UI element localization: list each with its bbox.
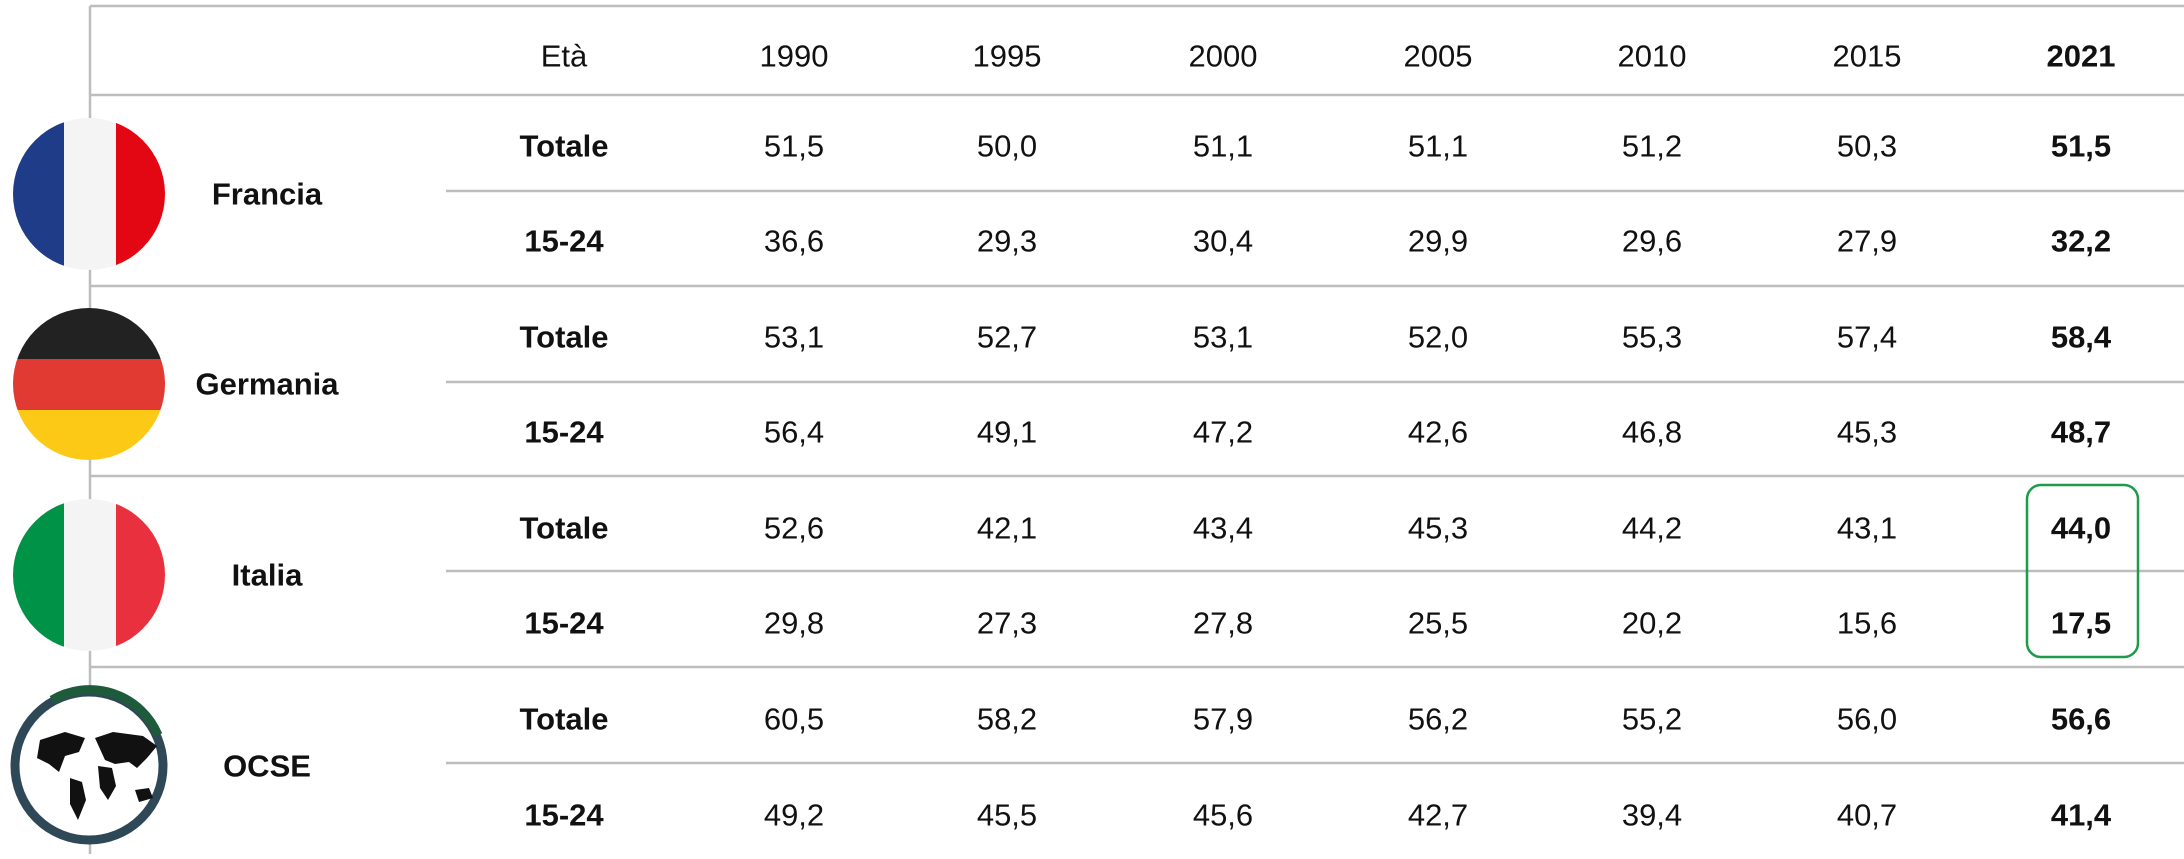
country-label: Italia bbox=[232, 558, 303, 593]
cell: 57,9 bbox=[1193, 702, 1253, 737]
cell: 44,0 bbox=[2051, 511, 2111, 546]
cell: 27,3 bbox=[977, 606, 1037, 641]
cell: 50,3 bbox=[1837, 129, 1897, 164]
highlight-box bbox=[2025, 483, 2140, 659]
cell: 42,7 bbox=[1408, 798, 1468, 833]
oecd-icon bbox=[10, 685, 168, 845]
cell: 49,2 bbox=[764, 798, 824, 833]
cell: 57,4 bbox=[1837, 320, 1897, 355]
cell: 50,0 bbox=[977, 129, 1037, 164]
age-label: Totale bbox=[520, 129, 609, 164]
cell: 30,4 bbox=[1193, 224, 1253, 259]
age-label: 15-24 bbox=[524, 224, 604, 259]
cell: 45,6 bbox=[1193, 798, 1253, 833]
cell: 20,2 bbox=[1622, 606, 1682, 641]
cell: 60,5 bbox=[764, 702, 824, 737]
cell: 56,2 bbox=[1408, 702, 1468, 737]
cell: 52,0 bbox=[1408, 320, 1468, 355]
header-cell: 2021 bbox=[2047, 39, 2116, 74]
cell: 52,7 bbox=[977, 320, 1037, 355]
age-label: Totale bbox=[520, 511, 609, 546]
header-cell: 1990 bbox=[760, 39, 829, 74]
header-cell: Età bbox=[541, 39, 588, 74]
cell: 51,2 bbox=[1622, 129, 1682, 164]
cell: 29,8 bbox=[764, 606, 824, 641]
cell: 55,3 bbox=[1622, 320, 1682, 355]
cell: 51,5 bbox=[764, 129, 824, 164]
age-label: 15-24 bbox=[524, 798, 604, 833]
cell: 58,2 bbox=[977, 702, 1037, 737]
cell: 56,6 bbox=[2051, 702, 2111, 737]
cell: 36,6 bbox=[764, 224, 824, 259]
age-label: 15-24 bbox=[524, 606, 604, 641]
cell: 15,6 bbox=[1837, 606, 1897, 641]
cell: 58,4 bbox=[2051, 320, 2112, 355]
cell: 56,0 bbox=[1837, 702, 1897, 737]
header-cell: 1995 bbox=[973, 39, 1042, 74]
cell: 27,8 bbox=[1193, 606, 1253, 641]
cell: 51,5 bbox=[2051, 129, 2111, 164]
cell: 45,3 bbox=[1837, 415, 1897, 450]
cell: 17,5 bbox=[2051, 606, 2111, 641]
country-label: Francia bbox=[212, 177, 323, 212]
cell: 43,1 bbox=[1837, 511, 1897, 546]
cell: 46,8 bbox=[1622, 415, 1682, 450]
cell: 51,1 bbox=[1408, 129, 1468, 164]
cell: 29,6 bbox=[1622, 224, 1682, 259]
cell: 29,9 bbox=[1408, 224, 1468, 259]
cell: 40,7 bbox=[1837, 798, 1897, 833]
cell: 29,3 bbox=[977, 224, 1037, 259]
cell: 51,1 bbox=[1193, 129, 1253, 164]
cell: 25,5 bbox=[1408, 606, 1468, 641]
header-cell: 2010 bbox=[1618, 39, 1687, 74]
country-label: Germania bbox=[195, 367, 339, 402]
flag-france bbox=[13, 118, 165, 270]
cell: 45,5 bbox=[977, 798, 1037, 833]
cell: 47,2 bbox=[1193, 415, 1253, 450]
cell: 39,4 bbox=[1622, 798, 1682, 833]
cell: 52,6 bbox=[764, 511, 824, 546]
cell: 43,4 bbox=[1193, 511, 1253, 546]
cell: 56,4 bbox=[764, 415, 824, 450]
cell: 42,6 bbox=[1408, 415, 1468, 450]
age-label: 15-24 bbox=[524, 415, 604, 450]
cell: 49,1 bbox=[977, 415, 1037, 450]
cell: 45,3 bbox=[1408, 511, 1468, 546]
cell: 53,1 bbox=[1193, 320, 1253, 355]
age-label: Totale bbox=[520, 702, 609, 737]
header-cell: 2005 bbox=[1404, 39, 1473, 74]
header-cell: 2000 bbox=[1189, 39, 1258, 74]
cell: 32,2 bbox=[2051, 224, 2111, 259]
age-label: Totale bbox=[520, 320, 609, 355]
flag-germany bbox=[13, 308, 165, 460]
cell: 42,1 bbox=[977, 511, 1037, 546]
cell: 27,9 bbox=[1837, 224, 1897, 259]
flag-italy bbox=[13, 499, 165, 651]
header-cell: 2015 bbox=[1833, 39, 1902, 74]
cell: 55,2 bbox=[1622, 702, 1682, 737]
cell: 48,7 bbox=[2051, 415, 2111, 450]
cell: 44,2 bbox=[1622, 511, 1682, 546]
cell: 53,1 bbox=[764, 320, 824, 355]
cell: 41,4 bbox=[2051, 798, 2112, 833]
country-label: OCSE bbox=[223, 749, 311, 784]
